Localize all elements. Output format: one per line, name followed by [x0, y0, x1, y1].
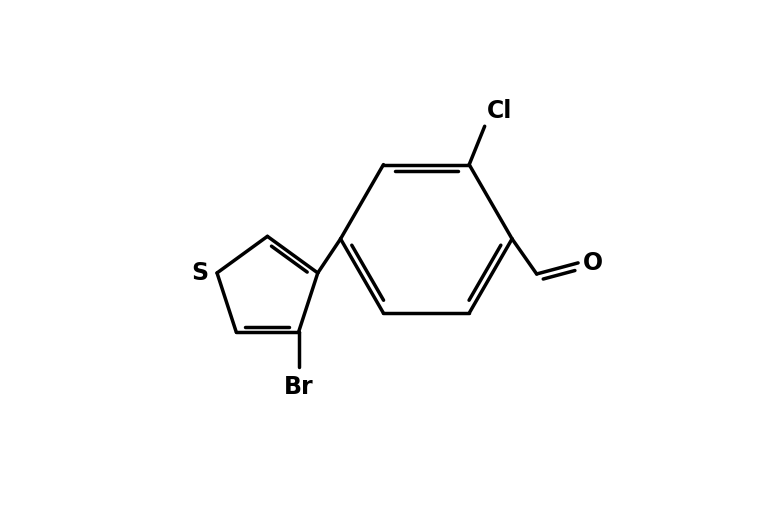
- Text: Cl: Cl: [487, 99, 512, 123]
- Text: S: S: [191, 261, 208, 285]
- Text: Br: Br: [284, 374, 314, 398]
- Text: O: O: [583, 250, 603, 274]
